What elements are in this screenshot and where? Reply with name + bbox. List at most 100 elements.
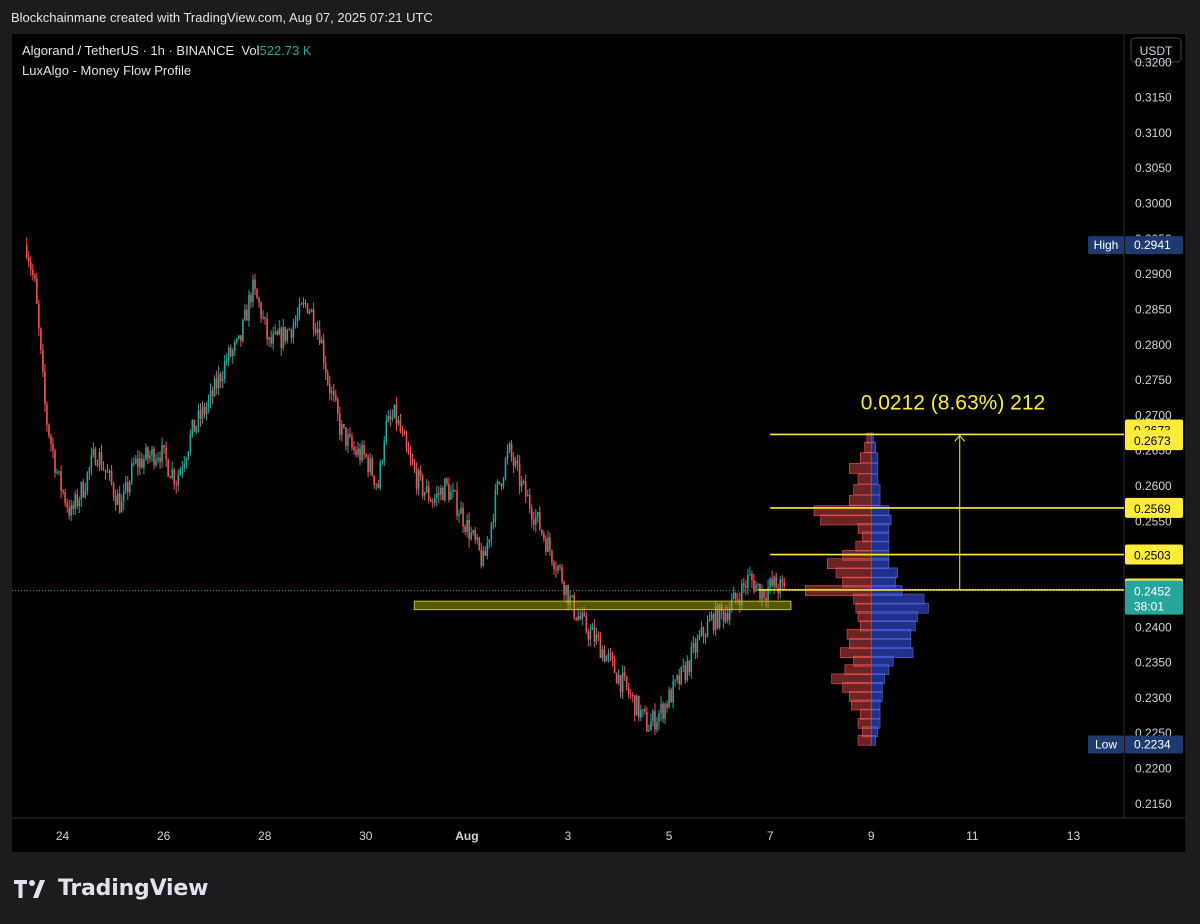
candle-body (476, 537, 479, 540)
candle-body (504, 458, 507, 479)
candle-body (741, 583, 743, 606)
candle-body (736, 599, 739, 601)
candle-body (52, 443, 54, 451)
candle-body (110, 470, 113, 484)
candle-body (219, 373, 222, 382)
candle-body (662, 703, 664, 719)
x-tick-label: 3 (565, 829, 572, 843)
candle-body (270, 337, 272, 344)
candle-body (581, 612, 584, 620)
candle-body (328, 383, 331, 394)
candle-body (553, 562, 555, 570)
current-price-text: 0.2452 (1134, 585, 1171, 599)
indicator-legend[interactable]: LuxAlgo - Money Flow Profile (22, 63, 192, 78)
candle-body (120, 502, 123, 513)
candle-body (512, 456, 515, 466)
candle-body (86, 472, 89, 492)
candle-body (450, 491, 452, 500)
candle-body (391, 417, 394, 420)
profile-sell-bar (855, 540, 872, 552)
candle-body (114, 496, 117, 505)
candle-body (337, 399, 339, 414)
candle-body (468, 520, 470, 540)
candle-body (153, 448, 155, 466)
candle-body (609, 653, 612, 655)
candle-body (773, 576, 775, 586)
currency-button[interactable] (1130, 37, 1182, 63)
candle-body (343, 424, 345, 428)
profile-sell-bar (848, 638, 872, 649)
y-tick-label: 0.2750 (1135, 373, 1172, 387)
candle-body (490, 522, 493, 540)
candle-body (304, 302, 307, 304)
candle-body (652, 710, 654, 722)
price-chart[interactable]: USDT0.32000.31500.31000.30500.30000.2950… (12, 34, 1185, 852)
candle-body (666, 703, 668, 708)
candle-body (171, 469, 173, 479)
candle-body (122, 490, 125, 503)
candle-body (179, 469, 182, 476)
candle-body (266, 318, 268, 340)
candle-body (40, 328, 42, 350)
candle-body (252, 279, 254, 303)
candle-body (276, 331, 279, 335)
candle-body (355, 450, 357, 456)
candle-body (670, 689, 672, 703)
candle-body (777, 587, 779, 594)
candle-body (189, 434, 192, 452)
candle-body (656, 722, 658, 730)
candle-body (537, 512, 539, 517)
candle-body (225, 360, 228, 362)
candle-body (280, 328, 283, 349)
candle-body (781, 579, 784, 582)
candle-body (205, 407, 208, 415)
candle-body (629, 694, 632, 696)
candle-body (488, 539, 491, 543)
low-tag-text: Low (1095, 738, 1117, 752)
candle-body (601, 649, 604, 659)
candle-body (118, 493, 121, 513)
x-tick-label: 13 (1067, 829, 1081, 843)
y-tick-label: 0.2800 (1135, 338, 1172, 352)
candle-body (387, 415, 390, 422)
candle-body (298, 303, 301, 316)
candle-body (516, 460, 519, 464)
candle-body (571, 595, 573, 597)
chart-pane[interactable]: USDT0.32000.31500.31000.30500.30000.2950… (12, 34, 1185, 852)
candle-body (385, 421, 388, 442)
candle-body (696, 638, 699, 653)
candle-body (82, 482, 85, 497)
candle-body (157, 457, 159, 460)
candle-body (466, 520, 468, 532)
candle-body (397, 420, 400, 424)
candle-body (209, 390, 212, 400)
measure-label: 0.0212 (8.63%) 212 (861, 391, 1045, 414)
candle-body (70, 505, 72, 516)
candle-body (621, 672, 624, 693)
profile-buy-bar (870, 735, 876, 746)
candle-body (528, 494, 531, 509)
profile-buy-bar (870, 629, 912, 640)
candle-body (207, 399, 210, 408)
tradingview-logo[interactable]: TradingView (14, 876, 208, 901)
candle-body (203, 406, 206, 415)
candle-body (381, 461, 384, 463)
y-tick-label: 0.3050 (1135, 161, 1172, 175)
candle-body (68, 507, 70, 516)
candle-body (541, 529, 543, 534)
y-tick-label: 0.3000 (1135, 197, 1172, 211)
candle-body (104, 469, 107, 472)
candle-body (306, 303, 309, 313)
candle-body (460, 507, 462, 514)
candle-body (494, 489, 497, 522)
candle-body (141, 458, 143, 468)
candle-body (650, 721, 652, 731)
candle-body (514, 460, 517, 466)
candle-body (278, 328, 281, 335)
profile-sell-bar (864, 441, 872, 453)
candle-body (631, 694, 634, 696)
candle-body (585, 615, 588, 632)
candle-body (405, 435, 408, 448)
vol-label: Vol (241, 43, 260, 58)
candle-body (557, 565, 559, 571)
